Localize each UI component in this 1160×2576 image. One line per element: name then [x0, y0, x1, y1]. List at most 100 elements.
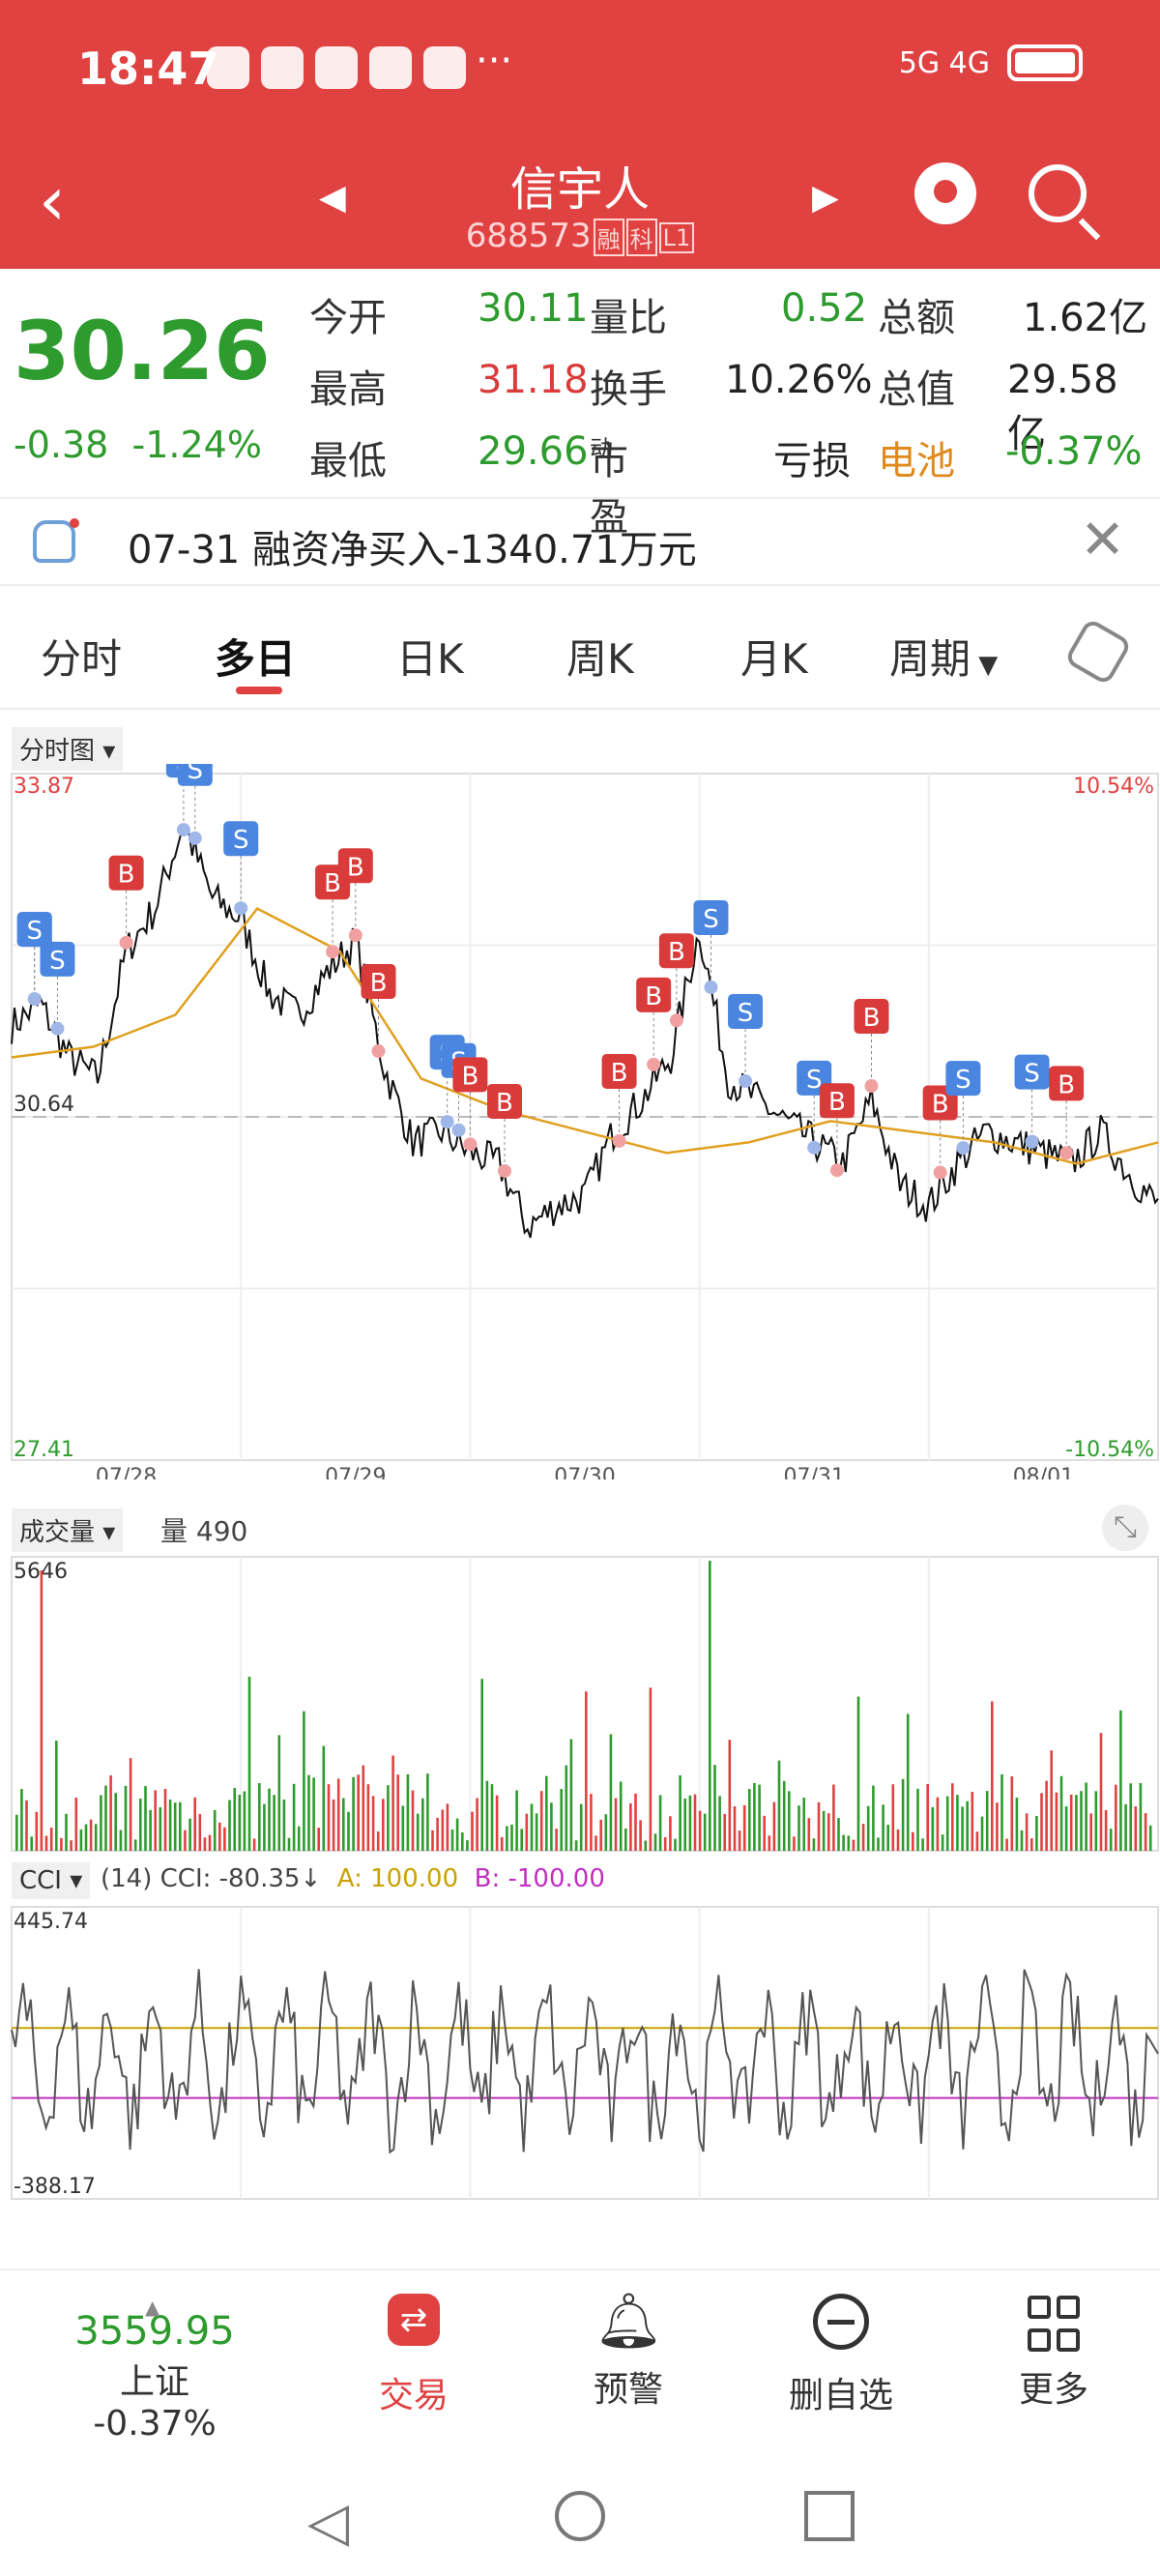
volume-bar [159, 1807, 162, 1851]
stock-name: 信宇人 [509, 162, 650, 217]
volume-bar [777, 1760, 781, 1851]
nav-back-icon[interactable]: ◁ [307, 2491, 350, 2554]
unread-dot [70, 518, 79, 528]
volume-bar [772, 1801, 776, 1851]
tag-rong: 融 [593, 219, 624, 256]
volume-selector[interactable]: 成交量 ▾ [12, 1508, 124, 1552]
volume-bar [471, 1811, 474, 1851]
volume-bar [877, 1837, 880, 1851]
bell-outline-icon: 🔔︎ [594, 2290, 664, 2353]
signal-letter: S [806, 1066, 823, 1095]
volume-ratio-value: 0.52 [781, 286, 868, 331]
volume-bar [624, 1829, 627, 1851]
volume-bar [653, 1833, 657, 1851]
volume-bar [1025, 1813, 1029, 1851]
expand-icon[interactable]: ⤡ [1102, 1505, 1148, 1551]
signal-marker [337, 848, 373, 884]
volume-bar [40, 1570, 44, 1851]
volume-bar [614, 1798, 618, 1851]
volume-bar [84, 1824, 88, 1851]
volume-bar [649, 1687, 652, 1851]
volume-chart[interactable]: 5646 [0, 1551, 1160, 1855]
cci-chart[interactable]: 445.74 -388.17 [0, 1903, 1160, 2203]
alert-button[interactable]: 🔔︎ 预警 [561, 2288, 696, 2412]
volume-bar [1085, 1782, 1088, 1851]
signal-letter: B [611, 1059, 628, 1088]
trade-button[interactable]: ⇄ 交易 [346, 2288, 481, 2417]
volume-bar [287, 1837, 291, 1851]
volume-bar [658, 1795, 662, 1851]
signal-letter: B [324, 869, 341, 898]
volume-bar [565, 1765, 568, 1851]
volume-ratio-label: 量比 [590, 296, 667, 340]
volume-bar [376, 1831, 380, 1851]
close-icon[interactable]: ✕ [1080, 509, 1125, 571]
volume-bar [223, 1827, 226, 1851]
volume-bar [258, 1783, 261, 1851]
sector-label[interactable]: 电池 [878, 439, 955, 483]
volume-bar [980, 1816, 984, 1851]
date-label: 07/28 [96, 1465, 157, 1479]
volume-bar [1129, 1783, 1132, 1851]
assistant-icon[interactable] [914, 162, 976, 224]
chart-tabs: 分时 多日 日K 周K 月K 周期 ▼ [0, 598, 1160, 710]
notice-bar[interactable]: 07-31 融资净买入-1340.71万元 ✕ [0, 501, 1160, 586]
back-icon[interactable]: ‹ [39, 161, 66, 241]
volume-bar [1055, 1792, 1058, 1851]
volume-bar [342, 1798, 345, 1851]
volume-bar [1094, 1791, 1098, 1851]
volume-bar [347, 1811, 350, 1851]
signal-marker [658, 933, 694, 969]
volume-bar [886, 1825, 889, 1851]
date-label: 07/30 [554, 1465, 615, 1479]
signal-marker [361, 964, 396, 1000]
volume-bar [387, 1785, 390, 1851]
last-price: 30.26 [14, 304, 271, 398]
remove-watchlist-button[interactable]: 删自选 [773, 2288, 909, 2417]
nav-home-icon[interactable] [555, 2491, 605, 2541]
search-icon[interactable] [1029, 164, 1087, 222]
settings-icon[interactable] [1063, 617, 1133, 687]
tab-monthly-k[interactable]: 月K [740, 635, 808, 683]
tab-multi-day[interactable]: 多日 [215, 635, 297, 683]
chevron-down-icon: ▼ [971, 651, 999, 680]
prev-stock-icon[interactable]: ◀ [319, 178, 346, 218]
volume-bar [332, 1800, 335, 1851]
volume-bar [1064, 1806, 1068, 1851]
price-chart[interactable]: 33.87 27.41 30.64 10.54% -10.54% 07/28 07/29 07… [0, 764, 1160, 1479]
tab-intraday[interactable]: 分时 [41, 635, 123, 683]
volume-bar [273, 1795, 276, 1851]
indicator-selector[interactable]: CCI ▾ [12, 1862, 91, 1899]
nav-recent-icon[interactable] [804, 2491, 855, 2541]
tab-period[interactable]: 周期 ▼ [889, 627, 998, 686]
volume-bar [604, 1814, 608, 1851]
volume-bar [1010, 1776, 1014, 1851]
volume-bar [480, 1679, 483, 1851]
volume-bar [144, 1786, 147, 1851]
next-stock-icon[interactable]: ▶ [812, 178, 839, 218]
volume-bar [292, 1783, 296, 1851]
system-icons: 5G 4G [899, 44, 1083, 81]
volume-bar [371, 1796, 375, 1851]
chart-type-selector[interactable]: 分时图 ▾ [12, 727, 124, 771]
turnover-rate-value: 10.26% [725, 358, 873, 402]
volume-bar [411, 1790, 415, 1851]
cci-line [11, 1969, 1159, 2154]
volume-bar [545, 1775, 548, 1851]
turnover-rate-label: 换手 [590, 367, 667, 412]
volume-bar [921, 1838, 924, 1851]
volume-bar [1109, 1829, 1113, 1851]
tab-daily-k[interactable]: 日K [396, 635, 464, 683]
pe-label: 市盈动 [590, 429, 628, 540]
change-percent: -1.24% [131, 424, 262, 466]
more-button[interactable]: 更多 [986, 2288, 1121, 2412]
volume-bar [312, 1777, 315, 1851]
volume-bar [634, 1793, 637, 1851]
signal-letter: B [347, 853, 364, 882]
volume-bar [322, 1745, 326, 1851]
volume-bar [25, 1800, 28, 1851]
signal-letter: B [668, 938, 685, 967]
volume-bar [277, 1735, 281, 1851]
tab-weekly-k[interactable]: 周K [566, 635, 634, 683]
market-index[interactable]: ▲ 3559.95 上证 -0.37% [58, 2296, 251, 2444]
